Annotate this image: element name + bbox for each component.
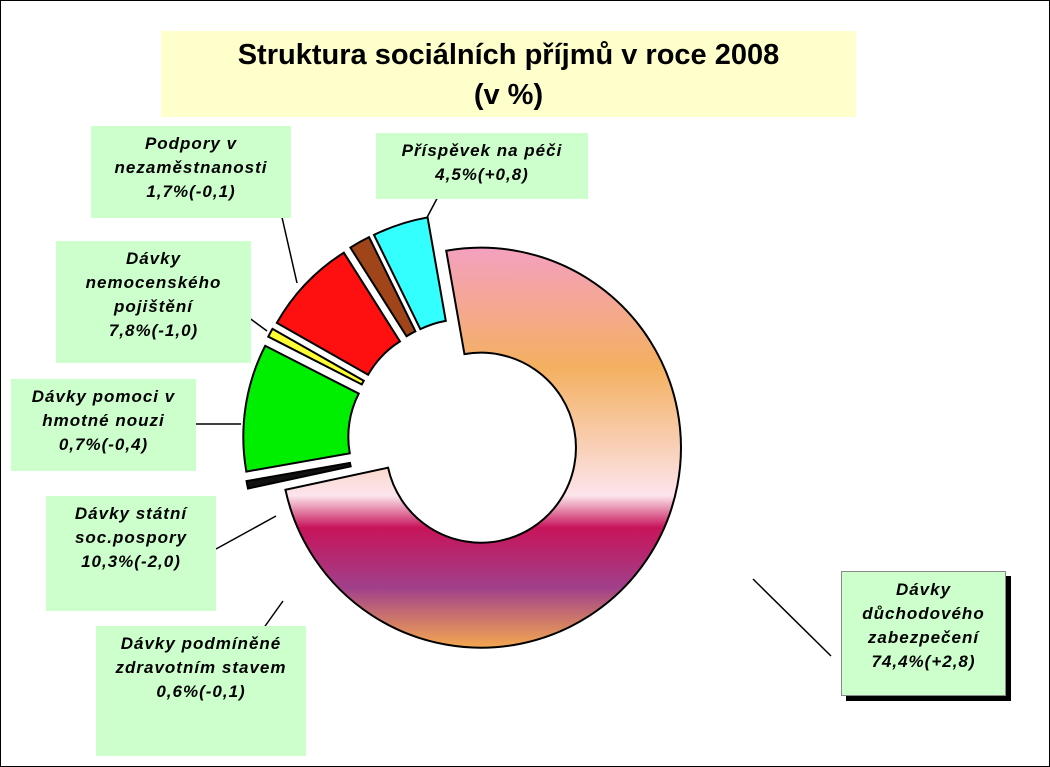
donut-slice bbox=[349, 235, 417, 338]
value-label: 74,4% bbox=[871, 652, 925, 671]
leader bbox=[262, 600, 284, 630]
donut-slice bbox=[242, 344, 361, 473]
data-label: Podpory v nezaměstnanosti 1,7%(-0,1) bbox=[91, 126, 291, 218]
value-label: 10,3% bbox=[81, 552, 135, 571]
leader bbox=[752, 578, 832, 657]
change-label: (-0,1) bbox=[199, 682, 246, 701]
donut-slice bbox=[266, 327, 366, 386]
value-line: 74,4%(+2,8) bbox=[846, 650, 1001, 674]
change-label: (-0,4) bbox=[101, 435, 149, 454]
value-line: 0,6%(-0,1) bbox=[100, 680, 302, 704]
data-label: Příspěvek na péči 4,5%(+0,8) bbox=[376, 133, 588, 199]
title-box: Struktura sociálních příjmů v roce 2008 … bbox=[161, 31, 856, 117]
value-label: 0,7% bbox=[58, 435, 102, 454]
value-line: 1,7%(-0,1) bbox=[95, 180, 287, 204]
donut-slice bbox=[275, 251, 402, 377]
value-line: 7,8%(-1,0) bbox=[60, 319, 247, 343]
value-label: 4,5% bbox=[435, 165, 478, 184]
category-label: Dávky pomoci v hmotné nouzi bbox=[31, 387, 176, 430]
leader bbox=[280, 212, 298, 284]
category-label: Dávky důchodového zabezpečení bbox=[862, 580, 985, 647]
value-line: 0,7%(-0,4) bbox=[15, 433, 192, 457]
change-label: (-2,0) bbox=[134, 552, 181, 571]
donut-slice bbox=[245, 461, 352, 490]
chart-title: Struktura sociálních příjmů v roce 2008 bbox=[237, 39, 780, 71]
value-line: 4,5%(+0,8) bbox=[380, 163, 584, 187]
change-label: (+2,8) bbox=[924, 652, 976, 671]
category-label: Dávky státní soc.pospory bbox=[74, 504, 188, 547]
value-line: 10,3%(-2,0) bbox=[50, 550, 212, 574]
change-label: (-1,0) bbox=[151, 321, 199, 340]
value-label: 1,7% bbox=[146, 182, 190, 201]
change-label: (-0,1) bbox=[189, 182, 236, 201]
leader bbox=[215, 515, 277, 550]
donut-slice bbox=[372, 216, 447, 331]
change-label: (+0,8) bbox=[477, 165, 529, 184]
donut-slice bbox=[284, 246, 682, 649]
data-label: Dávky pomoci v hmotné nouzi 0,7%(-0,4) bbox=[11, 379, 196, 471]
category-label: Dávky podmíněné zdravotním stavem bbox=[115, 634, 287, 677]
category-label: Dávky nemocenského pojištění bbox=[85, 249, 222, 316]
data-label: Dávky podmíněné zdravotním stavem 0,6%(-0… bbox=[96, 626, 306, 756]
data-label: Dávky nemocenského pojištění 7,8%(-1,0) bbox=[56, 241, 251, 363]
data-label: Dávky státní soc.pospory 10,3%(-2,0) bbox=[46, 496, 216, 611]
category-label: Příspěvek na péči bbox=[401, 141, 563, 160]
value-label: 0,6% bbox=[156, 682, 200, 701]
value-label: 7,8% bbox=[108, 321, 152, 340]
category-label: Podpory v nezaměstnanosti bbox=[114, 134, 268, 177]
chart-subtitle: (v %) bbox=[473, 79, 544, 111]
data-label: Dávky důchodového zabezpečení 74,4%(+2,8) bbox=[841, 571, 1006, 696]
